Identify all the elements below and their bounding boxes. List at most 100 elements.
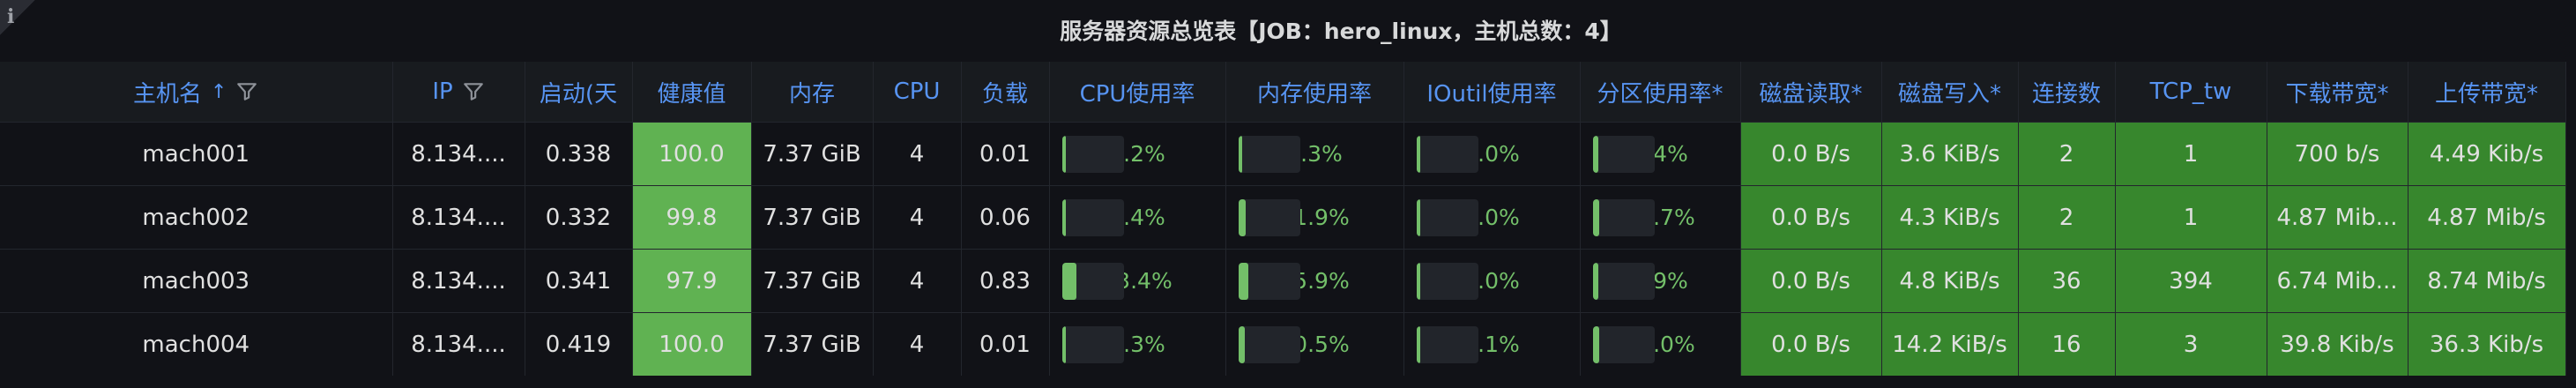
- column-header-label: 主机名: [133, 80, 203, 108]
- cell-health: 100.0: [632, 122, 752, 186]
- column-header-uptime[interactable]: 启动(天: [525, 62, 633, 123]
- gauge-fill: [1238, 325, 1245, 363]
- gauge-track: [1416, 262, 1478, 300]
- column-header-partition[interactable]: 分区使用率*: [1580, 62, 1741, 123]
- column-header-memory[interactable]: 内存: [751, 62, 874, 123]
- cell-download: 4.87 Mib...: [2267, 185, 2408, 250]
- cell-uptime: 0.332: [525, 185, 633, 250]
- gauge-fill: [1592, 135, 1599, 173]
- cell-memory: 7.37 GiB: [751, 122, 874, 186]
- gauge-fill: [1238, 198, 1246, 236]
- cell-uptime: 0.419: [525, 312, 633, 376]
- gauge-fill: [1592, 262, 1599, 300]
- cell-tcp-tw: 3: [2115, 312, 2267, 376]
- cell-connections: 2: [2018, 122, 2116, 186]
- cell-disk-read: 0.0 B/s: [1740, 185, 1882, 250]
- cell-disk-read: 0.0 B/s: [1740, 122, 1882, 186]
- filter-icon[interactable]: [462, 80, 485, 103]
- cell-ip: 8.134....: [392, 312, 525, 376]
- cell-ip: 8.134....: [392, 122, 525, 186]
- gauge-track: [1592, 325, 1655, 363]
- gauge-track: [1061, 262, 1124, 300]
- gauge-fill: [1592, 198, 1599, 236]
- gauge-fill: [1061, 262, 1076, 300]
- gauge-fill: [1592, 325, 1599, 363]
- cell-upload: 8.74 Mib/s: [2408, 249, 2566, 313]
- cell-uptime: 0.338: [525, 122, 633, 186]
- column-header-health[interactable]: 健康值: [632, 62, 752, 123]
- cell-partition: 10.0%: [1580, 312, 1741, 376]
- gauge-fill: [1416, 325, 1420, 363]
- gauge-fill: [1238, 262, 1248, 300]
- gauge-track: [1416, 198, 1478, 236]
- column-header-ioutil[interactable]: IOutil使用率: [1403, 62, 1581, 123]
- cell-ioutil: 0.0%: [1403, 249, 1581, 313]
- cell-hostname: mach003: [0, 249, 393, 313]
- cell-download: 700 b/s: [2267, 122, 2408, 186]
- column-header-ip[interactable]: IP: [392, 62, 525, 123]
- cell-cpu-usage: 23.4%: [1049, 249, 1226, 313]
- gauge-track: [1592, 262, 1655, 300]
- sort-ascending-icon: ↑: [211, 80, 227, 103]
- cell-disk-read: 0.0 B/s: [1740, 249, 1882, 313]
- cell-cpu-usage: 3.4%: [1049, 185, 1226, 250]
- gauge-fill: [1061, 135, 1066, 173]
- cell-connections: 2: [2018, 185, 2116, 250]
- gauge-track: [1238, 262, 1300, 300]
- cell-hostname: mach001: [0, 122, 393, 186]
- cell-ioutil: 0.0%: [1403, 185, 1581, 250]
- cell-cpu: 4: [873, 312, 962, 376]
- cell-cpu-usage: 0.2%: [1049, 122, 1226, 186]
- column-header-upload[interactable]: 上传带宽*: [2408, 62, 2566, 123]
- cell-connections: 36: [2018, 249, 2116, 313]
- cell-mem-usage: 10.5%: [1225, 312, 1404, 376]
- column-header-download[interactable]: 下载带宽*: [2267, 62, 2408, 123]
- cell-download: 39.8 Kib/s: [2267, 312, 2408, 376]
- cell-cpu: 4: [873, 122, 962, 186]
- column-header-tcp-tw[interactable]: TCP_tw: [2115, 62, 2267, 123]
- column-header-mem-usage[interactable]: 内存使用率: [1225, 62, 1404, 123]
- cell-tcp-tw: 394: [2115, 249, 2267, 313]
- table-header-row: 主机名 ↑ IP 启动(天 健康值 内存 CPU 负载 CPU使用率: [0, 62, 2566, 123]
- cell-upload: 4.87 Mib/s: [2408, 185, 2566, 250]
- table-row: mach001 8.134.... 0.338 100.0 7.37 GiB 4…: [0, 122, 2566, 186]
- gauge-track: [1416, 325, 1478, 363]
- panel-title: 服务器资源总览表【JOB：hero_linux，主机总数：4】: [1060, 19, 1622, 44]
- column-header-disk-write[interactable]: 磁盘写入*: [1881, 62, 2019, 123]
- table-row: mach004 8.134.... 0.419 100.0 7.37 GiB 4…: [0, 312, 2566, 376]
- cell-download: 6.74 Mib...: [2267, 249, 2408, 313]
- gauge-fill: [1416, 262, 1420, 300]
- cell-mem-usage: 11.9%: [1225, 185, 1404, 250]
- column-header-hostname[interactable]: 主机名 ↑: [0, 62, 393, 123]
- column-header-cpu-usage[interactable]: CPU使用率: [1049, 62, 1226, 123]
- cell-memory: 7.37 GiB: [751, 312, 874, 376]
- cell-upload: 36.3 Kib/s: [2408, 312, 2566, 376]
- gauge-track: [1592, 198, 1655, 236]
- cell-partition: 9.4%: [1580, 122, 1741, 186]
- column-header-cpu[interactable]: CPU: [873, 62, 962, 123]
- filter-icon[interactable]: [235, 80, 258, 103]
- gauge-fill: [1416, 198, 1420, 236]
- cell-health: 99.8: [632, 185, 752, 250]
- cell-load: 0.01: [961, 122, 1050, 186]
- table-row: mach003 8.134.... 0.341 97.9 7.37 GiB 4 …: [0, 249, 2566, 313]
- gauge-track: [1061, 325, 1124, 363]
- column-header-connections[interactable]: 连接数: [2018, 62, 2116, 123]
- gauge-track: [1238, 325, 1300, 363]
- cell-load: 0.06: [961, 185, 1050, 250]
- panel-info-corner[interactable]: i: [0, 0, 35, 35]
- gauge-track: [1061, 198, 1124, 236]
- gauge-track: [1416, 135, 1478, 173]
- info-icon[interactable]: i: [7, 5, 15, 28]
- cell-cpu: 4: [873, 185, 962, 250]
- cell-ip: 8.134....: [392, 185, 525, 250]
- column-header-load[interactable]: 负载: [961, 62, 1050, 123]
- cell-hostname: mach002: [0, 185, 393, 250]
- cell-load: 0.01: [961, 312, 1050, 376]
- gauge-track: [1238, 198, 1300, 236]
- cell-health: 97.9: [632, 249, 752, 313]
- cell-mem-usage: 15.9%: [1225, 249, 1404, 313]
- column-header-disk-read[interactable]: 磁盘读取*: [1740, 62, 1882, 123]
- cell-disk-write: 3.6 KiB/s: [1881, 122, 2019, 186]
- cell-disk-write: 14.2 KiB/s: [1881, 312, 2019, 376]
